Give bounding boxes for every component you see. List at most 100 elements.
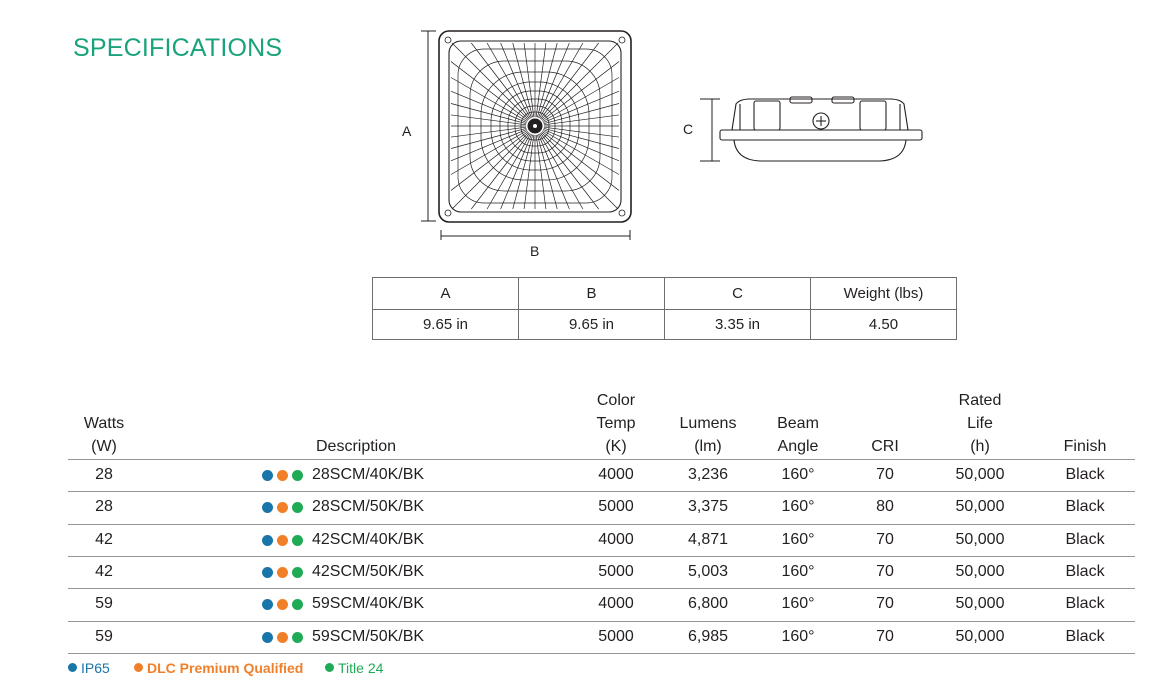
- header-color-temp: Color Temp (K): [596, 392, 636, 455]
- cell-finish: Black: [1065, 498, 1105, 515]
- legend-title24: Title 24: [325, 659, 383, 677]
- header-beam-angle: Beam Angle: [777, 415, 819, 455]
- cell-rated-life: 50,000: [955, 628, 1005, 645]
- title24-dot-icon: [292, 470, 303, 481]
- cell-rated-life: 50,000: [955, 531, 1005, 548]
- cell-color-temp: 5000: [598, 498, 634, 515]
- dimensions-header-weight: Weight (lbs): [810, 277, 957, 310]
- certification-dots: [262, 470, 307, 481]
- title24-dot-icon: [325, 663, 334, 672]
- cell-beam-angle: 160°: [781, 498, 815, 515]
- ip65-dot-icon: [262, 470, 273, 481]
- header-lumens: Lumens (lm): [679, 415, 737, 455]
- cell-description: 59SCM/50K/BK: [312, 628, 425, 645]
- table-row: 59 5000 6,985 160° 70 50,000 Black 59SCM/50K/BK: [0, 621, 1161, 653]
- certification-dots: [262, 567, 307, 578]
- title24-dot-icon: [292, 535, 303, 546]
- top-view: [438, 30, 632, 223]
- table-row-divider: [68, 459, 1135, 460]
- dlc-dot-icon: [277, 470, 288, 481]
- header-cri: CRI: [871, 438, 899, 455]
- cell-description: 28SCM/50K/BK: [312, 498, 425, 515]
- cell-watts: 42: [95, 531, 113, 548]
- table-row-divider: [68, 556, 1135, 557]
- cell-color-temp: 4000: [598, 595, 634, 612]
- cell-watts: 28: [95, 498, 113, 515]
- fixture-drawings: [421, 30, 923, 240]
- cell-color-temp: 5000: [598, 628, 634, 645]
- cell-cri: 70: [876, 628, 894, 645]
- dlc-dot-icon: [277, 535, 288, 546]
- dimensions-value-a: 9.65 in: [372, 309, 519, 340]
- legend-ip65-label: IP65: [81, 660, 110, 676]
- cell-color-temp: 5000: [598, 563, 634, 580]
- header-finish: Finish: [1063, 438, 1107, 455]
- cell-beam-angle: 160°: [781, 531, 815, 548]
- page-title: SPECIFICATIONS: [73, 34, 283, 62]
- dlc-dot-icon: [277, 599, 288, 610]
- cell-finish: Black: [1065, 466, 1105, 483]
- legend-title24-label: Title 24: [338, 660, 384, 676]
- dimensions-header-row: A B C Weight (lbs): [372, 277, 957, 310]
- dimension-b-label: B: [530, 243, 540, 259]
- cell-cri: 70: [876, 466, 894, 483]
- cell-rated-life: 50,000: [955, 498, 1005, 515]
- table-row-divider: [68, 621, 1135, 622]
- cell-description: 42SCM/50K/BK: [312, 563, 425, 580]
- cell-finish: Black: [1065, 628, 1105, 645]
- table-row: 42 5000 5,003 160° 70 50,000 Black 42SCM/50K/BK: [0, 556, 1161, 588]
- dimensions-value-weight: 4.50: [810, 309, 957, 340]
- legend-dlc: DLC Premium Qualified: [134, 659, 303, 677]
- table-row-divider: [68, 524, 1135, 525]
- cell-lumens: 4,871: [687, 531, 729, 548]
- dimension-c-line: [700, 98, 720, 162]
- cell-beam-angle: 160°: [781, 466, 815, 483]
- ip65-dot-icon: [262, 502, 273, 513]
- cell-beam-angle: 160°: [781, 595, 815, 612]
- header-watts: Watts (W): [83, 415, 125, 455]
- dimension-a-line: [421, 30, 436, 222]
- cell-lumens: 6,985: [687, 628, 729, 645]
- dlc-dot-icon: [277, 502, 288, 513]
- table-row-divider: [68, 588, 1135, 589]
- dimension-b-line: [440, 230, 631, 240]
- certification-dots: [262, 599, 307, 610]
- dimensions-header-c: C: [664, 277, 811, 310]
- cell-rated-life: 50,000: [955, 595, 1005, 612]
- dimensions-value-b: 9.65 in: [518, 309, 665, 340]
- certification-dots: [262, 632, 307, 643]
- dlc-dot-icon: [134, 663, 143, 672]
- cell-beam-angle: 160°: [781, 563, 815, 580]
- cell-color-temp: 4000: [598, 531, 634, 548]
- table-row: 59 4000 6,800 160° 70 50,000 Black 59SCM/40K/BK: [0, 588, 1161, 620]
- table-row-divider: [68, 653, 1135, 654]
- title24-dot-icon: [292, 599, 303, 610]
- cell-rated-life: 50,000: [955, 563, 1005, 580]
- cell-description: 42SCM/40K/BK: [312, 531, 425, 548]
- cell-cri: 70: [876, 595, 894, 612]
- cell-beam-angle: 160°: [781, 628, 815, 645]
- dlc-dot-icon: [277, 567, 288, 578]
- cell-watts: 59: [95, 628, 113, 645]
- dimensions-value-row: 9.65 in 9.65 in 3.35 in 4.50: [372, 309, 957, 340]
- cell-finish: Black: [1065, 563, 1105, 580]
- header-rated-life: Rated Life (h): [958, 392, 1002, 455]
- dimensions-value-c: 3.35 in: [664, 309, 811, 340]
- cell-color-temp: 4000: [598, 466, 634, 483]
- cell-lumens: 3,375: [687, 498, 729, 515]
- cell-description: 28SCM/40K/BK: [312, 466, 425, 483]
- table-row-divider: [68, 491, 1135, 492]
- cell-lumens: 6,800: [687, 595, 729, 612]
- dimension-a-label: A: [402, 123, 412, 139]
- cell-watts: 42: [95, 563, 113, 580]
- side-view: [719, 96, 923, 162]
- cell-cri: 70: [876, 531, 894, 548]
- cell-cri: 80: [876, 498, 894, 515]
- spec-table-header: Watts (W) Description Color Temp (K) Lum…: [0, 390, 1161, 458]
- cell-finish: Black: [1065, 531, 1105, 548]
- ip65-dot-icon: [68, 663, 77, 672]
- dimensions-table: A B C Weight (lbs) 9.65 in 9.65 in 3.35 …: [372, 277, 957, 340]
- dlc-dot-icon: [277, 632, 288, 643]
- dimensions-header-b: B: [518, 277, 665, 310]
- certification-dots: [262, 535, 307, 546]
